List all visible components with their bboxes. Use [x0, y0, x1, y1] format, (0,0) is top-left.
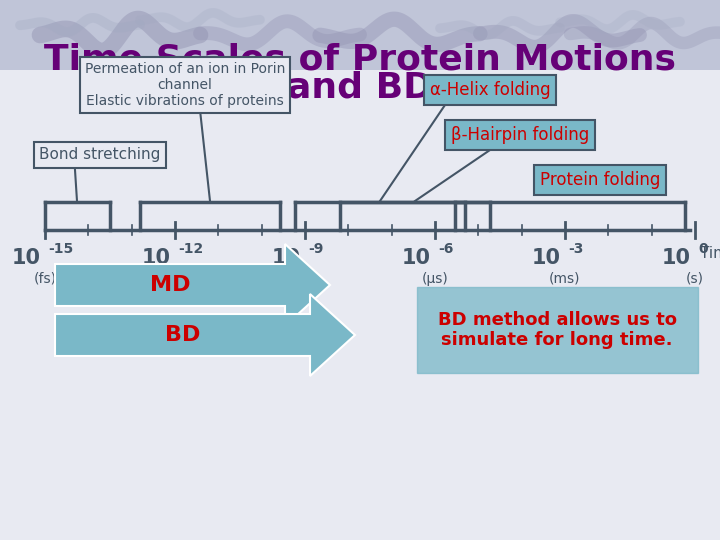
- Text: -6: -6: [438, 242, 454, 256]
- Text: -12: -12: [178, 242, 203, 256]
- Text: -3: -3: [568, 242, 583, 256]
- Text: -9: -9: [308, 242, 323, 256]
- Text: MD: MD: [150, 275, 190, 295]
- Text: BD: BD: [165, 325, 200, 345]
- Text: (fs): (fs): [34, 272, 56, 286]
- Text: Time: Time: [700, 246, 720, 261]
- Text: (ns): (ns): [292, 272, 318, 286]
- Text: -15: -15: [48, 242, 73, 256]
- Text: Permeation of an ion in Porin
channel
Elastic vibrations of proteins: Permeation of an ion in Porin channel El…: [85, 62, 285, 108]
- Text: 0: 0: [698, 242, 708, 256]
- Text: (s): (s): [686, 272, 704, 286]
- Polygon shape: [55, 244, 330, 326]
- Text: BD method allows us to
simulate for long time.: BD method allows us to simulate for long…: [438, 310, 677, 349]
- Text: Protein folding: Protein folding: [540, 171, 660, 189]
- Text: (μs): (μs): [422, 272, 449, 286]
- Text: Time Scales of Protein Motions: Time Scales of Protein Motions: [44, 43, 676, 77]
- Text: and BD: and BD: [287, 70, 433, 104]
- Text: (ms): (ms): [549, 272, 581, 286]
- FancyBboxPatch shape: [417, 287, 698, 373]
- Polygon shape: [55, 294, 355, 376]
- Text: 10: 10: [402, 248, 431, 268]
- Text: 10: 10: [142, 248, 171, 268]
- Text: Bond stretching: Bond stretching: [40, 147, 161, 163]
- Text: (ps): (ps): [161, 272, 189, 286]
- Text: 10: 10: [662, 248, 691, 268]
- FancyBboxPatch shape: [0, 0, 720, 70]
- Text: 10: 10: [12, 248, 41, 268]
- Text: 10: 10: [272, 248, 301, 268]
- Text: α-Helix folding: α-Helix folding: [430, 81, 550, 99]
- Text: β-Hairpin folding: β-Hairpin folding: [451, 126, 589, 144]
- Text: 10: 10: [532, 248, 561, 268]
